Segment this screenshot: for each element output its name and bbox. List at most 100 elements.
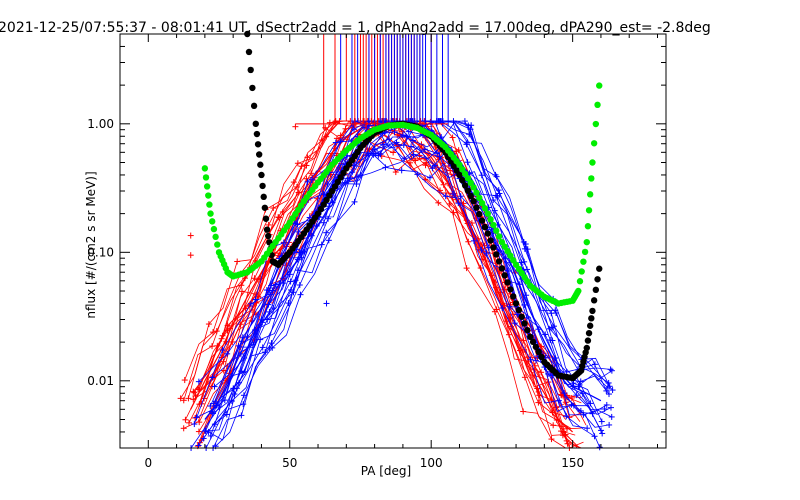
green-model-dot — [209, 218, 216, 225]
green-model-dot — [576, 278, 584, 285]
green-model-dot — [583, 238, 590, 246]
black-model-dot — [532, 343, 540, 351]
green-model-dot — [470, 184, 477, 191]
green-model-dot — [490, 221, 497, 229]
green-model-dot — [495, 233, 503, 240]
y-tick-label: 1.00 — [87, 117, 114, 131]
isolated-points — [187, 123, 330, 307]
green-model-dot — [575, 287, 582, 295]
green-model-dot — [202, 174, 210, 181]
green-model-dot — [210, 225, 218, 233]
green-model-dot — [206, 201, 213, 208]
black-model-dot — [515, 306, 523, 314]
black-model-dot — [249, 84, 256, 92]
black-model-dot — [590, 297, 598, 304]
green-model-dot — [476, 194, 483, 202]
green-model-dot — [590, 140, 598, 147]
black-model-dot — [263, 226, 271, 233]
black-model-dot — [512, 300, 520, 307]
x-axis: 0 50 100 150 — [144, 34, 659, 470]
green-model-dot — [589, 159, 596, 166]
green-model-dot — [594, 101, 601, 109]
black-model-dot — [507, 286, 514, 293]
black-model-dot — [484, 230, 491, 237]
x-axis-label: PA [deg] — [361, 464, 411, 478]
black-model-dot — [253, 130, 261, 138]
black-model-dot — [461, 182, 469, 189]
green-model-dot — [212, 233, 219, 241]
black-model-dot — [265, 232, 272, 240]
red-trace — [198, 132, 581, 449]
black-model-dot — [510, 293, 517, 300]
black-model-dot — [261, 204, 269, 211]
black-model-dot — [583, 344, 590, 352]
x-tick-label: 150 — [561, 456, 584, 470]
data-curves — [177, 118, 616, 451]
black-model-dot — [588, 315, 595, 322]
black-model-dot — [592, 286, 600, 294]
black-model-dot — [490, 244, 497, 251]
black-model-dot — [538, 353, 545, 361]
black-model-dot — [596, 265, 603, 272]
black-model-dot — [586, 322, 594, 329]
black-model-dot — [252, 120, 259, 128]
green-model-dot — [473, 189, 480, 196]
black-model-dot — [495, 258, 503, 265]
green-model-dot — [586, 191, 594, 198]
black-model-dot — [258, 171, 265, 179]
black-model-dot — [260, 193, 267, 201]
black-model-dot — [521, 320, 528, 327]
x-tick-label: 50 — [282, 456, 297, 470]
black-model-dot — [473, 204, 480, 211]
y-tick-label: 0.10 — [87, 245, 114, 259]
black-model-dot — [476, 210, 483, 218]
black-model-dot — [504, 279, 511, 286]
black-model-dot — [470, 197, 477, 205]
top-vertical-lines — [295, 34, 449, 130]
black-model-dot — [584, 337, 592, 344]
black-model-dot — [498, 265, 506, 272]
black-model-dot — [245, 48, 253, 56]
black-model-dot — [487, 237, 494, 244]
black-model-dot — [589, 307, 596, 315]
black-model-dot — [259, 182, 266, 190]
black-model-dot — [493, 251, 500, 258]
black-model-dot — [250, 102, 258, 110]
y-axis: 0.01 0.10 1.00 — [87, 33, 666, 449]
blue-trace — [190, 138, 588, 449]
black-model-dot — [459, 176, 466, 184]
green-model-dot — [487, 216, 494, 223]
black-model-dot — [257, 161, 264, 168]
green-model-dot — [207, 210, 214, 217]
plot-frame — [119, 33, 667, 449]
green-model-dot — [214, 241, 221, 248]
green-model-dot — [201, 165, 209, 172]
chart-title: 2021-12-25/07:55:37 - 08:01:41 UT, dSect… — [0, 20, 711, 36]
green-model-dot — [578, 268, 585, 275]
green-model-dot — [478, 199, 486, 207]
x-tick-label: 100 — [420, 456, 443, 470]
green-model-dot — [581, 248, 589, 256]
black-model-dot — [254, 141, 262, 148]
green-model-dot — [205, 192, 212, 199]
black-model-dot — [255, 151, 263, 158]
green-model-dot — [588, 175, 595, 182]
black-model-dot — [524, 326, 531, 334]
black-model-dot — [501, 272, 508, 279]
black-model-dot — [585, 329, 593, 337]
black-model-dot — [247, 66, 254, 74]
black-model-dot — [467, 192, 474, 200]
model-curves — [201, 30, 603, 382]
black-model-dot — [594, 276, 601, 283]
green-model-dot — [481, 205, 489, 212]
black-model-dot — [456, 171, 463, 179]
black-model-dot — [529, 338, 537, 346]
y-tick-label: 0.01 — [87, 374, 114, 388]
green-model-dot — [584, 223, 592, 230]
y-axis-label: nflux [#/(cm2 s sr MeV)] — [84, 171, 98, 318]
green-model-dot — [596, 82, 603, 89]
black-model-dot — [518, 313, 525, 320]
black-model-dot — [478, 217, 486, 224]
green-model-dot — [585, 207, 593, 214]
